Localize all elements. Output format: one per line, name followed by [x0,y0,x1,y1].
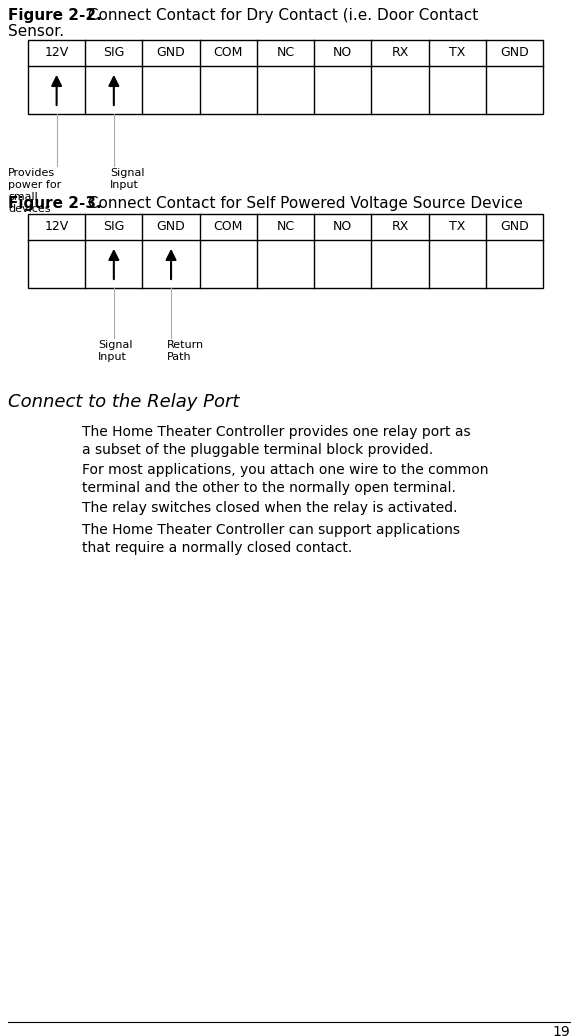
Text: 12V: 12V [45,47,69,59]
Text: For most applications, you attach one wire to the common
terminal and the other : For most applications, you attach one wi… [82,463,488,495]
Text: NC: NC [276,47,295,59]
Text: Connect to the Relay Port: Connect to the Relay Port [8,393,239,411]
Text: COM: COM [214,221,243,233]
Text: Provides
power for
small
devices: Provides power for small devices [8,168,61,214]
Text: 19: 19 [552,1025,570,1036]
Text: Signal
Input: Signal Input [110,168,144,190]
Text: 12V: 12V [45,221,69,233]
Text: Return
Path: Return Path [167,340,204,362]
Text: Connect Contact for Dry Contact (i.e. Door Contact: Connect Contact for Dry Contact (i.e. Do… [83,8,478,23]
Text: SIG: SIG [103,47,124,59]
Text: Figure 2-2.: Figure 2-2. [8,8,102,23]
Text: Figure 2-3.: Figure 2-3. [8,196,102,211]
Text: Signal
Input: Signal Input [98,340,132,362]
Text: The relay switches closed when the relay is activated.: The relay switches closed when the relay… [82,501,458,515]
Text: NC: NC [276,221,295,233]
Text: The Home Theater Controller can support applications
that require a normally clo: The Home Theater Controller can support … [82,523,460,555]
Text: SIG: SIG [103,221,124,233]
Text: The Home Theater Controller provides one relay port as
a subset of the pluggable: The Home Theater Controller provides one… [82,425,470,457]
Text: GND: GND [157,47,186,59]
Text: Connect Contact for Self Powered Voltage Source Device: Connect Contact for Self Powered Voltage… [83,196,523,211]
Text: GND: GND [500,221,529,233]
Text: GND: GND [500,47,529,59]
Text: TX: TX [449,221,465,233]
Text: TX: TX [449,47,465,59]
Text: RX: RX [391,47,409,59]
Text: COM: COM [214,47,243,59]
Text: RX: RX [391,221,409,233]
Bar [28,214,543,288]
Text: Sensor.: Sensor. [8,24,64,39]
Text: GND: GND [157,221,186,233]
Bar [28,40,543,114]
Text: NO: NO [333,221,353,233]
Text: NO: NO [333,47,353,59]
